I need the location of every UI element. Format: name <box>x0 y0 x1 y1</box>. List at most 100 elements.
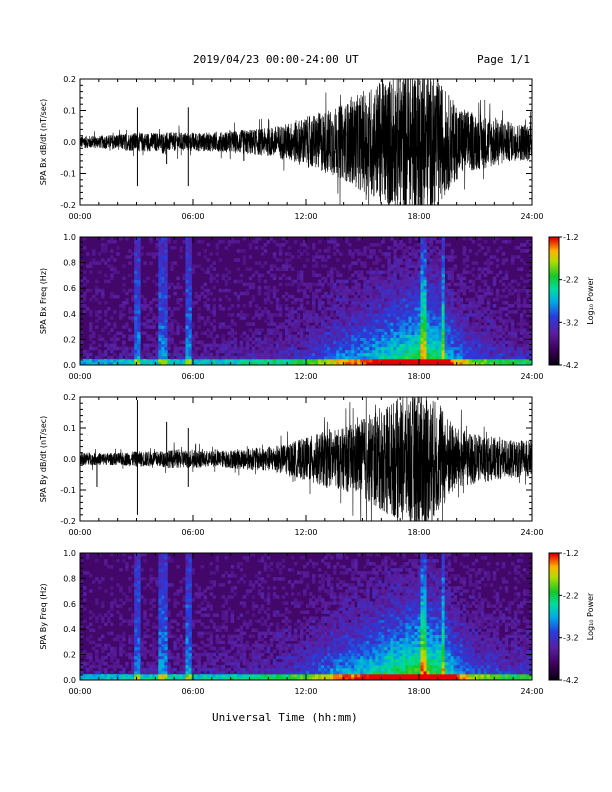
heatmap-cell <box>164 553 168 557</box>
heatmap-cell <box>306 252 310 256</box>
heatmap-cell <box>242 355 247 360</box>
heatmap-cell <box>405 331 409 335</box>
heatmap-cell <box>263 334 268 338</box>
heatmap-cell <box>372 252 376 256</box>
heatmap-cell <box>137 562 141 566</box>
heatmap-cell <box>441 240 446 244</box>
heatmap-cell <box>170 358 174 363</box>
heatmap-cell <box>417 261 421 265</box>
heatmap-cell <box>495 316 500 320</box>
heatmap-cell <box>393 279 397 284</box>
heatmap-cell <box>299 358 304 363</box>
heatmap-cell <box>480 337 485 342</box>
heatmap-cell <box>381 252 385 256</box>
heatmap-cell <box>257 313 262 317</box>
heatmap-cell <box>321 316 325 320</box>
heatmap-cell <box>242 291 247 296</box>
heatmap-cell <box>155 355 159 360</box>
heatmap-cell <box>221 343 226 348</box>
heatmap-cell <box>128 652 132 657</box>
heatmap-cell <box>408 291 412 296</box>
heatmap-cell <box>128 307 132 311</box>
heatmap-cell <box>375 307 379 311</box>
heatmap-cell <box>161 258 165 262</box>
heatmap-cell <box>296 337 301 342</box>
heatmap-cell <box>339 349 343 354</box>
heatmap-cell <box>333 343 337 348</box>
heatmap-cell <box>339 316 343 320</box>
heatmap-cell <box>158 673 162 678</box>
heatmap-cell <box>351 349 355 354</box>
heatmap-cell <box>290 267 295 271</box>
heatmap-cell <box>269 349 274 354</box>
heatmap-cell <box>372 316 376 320</box>
heatmap-cell <box>167 285 171 290</box>
heatmap-cell <box>137 301 141 305</box>
heatmap-cell <box>146 667 150 672</box>
heatmap-cell <box>281 267 286 271</box>
heatmap-cell <box>104 655 108 660</box>
heatmap-cell <box>137 294 141 299</box>
heatmap-cell <box>339 355 343 360</box>
heatmap-cell <box>411 279 415 284</box>
heatmap-cell <box>89 288 93 293</box>
heatmap-cell <box>477 301 482 305</box>
heatmap-cell <box>158 634 162 639</box>
heatmap-cell <box>327 334 331 338</box>
heatmap-cell <box>167 670 171 675</box>
heatmap-cell <box>185 565 189 569</box>
heatmap-cell <box>438 307 442 311</box>
heatmap-cell <box>119 331 123 335</box>
heatmap-cell <box>275 307 280 311</box>
heatmap-cell <box>257 316 262 320</box>
heatmap-cell <box>224 288 229 293</box>
heatmap-cell <box>125 322 129 326</box>
heatmap-cell <box>158 598 162 602</box>
heatmap-cell <box>363 340 367 345</box>
heatmap-cell <box>423 328 427 332</box>
heatmap-cell <box>272 240 277 244</box>
heatmap-cell <box>119 649 123 654</box>
heatmap-cell <box>426 270 430 274</box>
heatmap-cell <box>248 276 253 281</box>
heatmap-cell <box>420 343 424 348</box>
heatmap-cell <box>188 270 192 274</box>
y-tick-label: 0.1 <box>63 107 76 116</box>
heatmap-cell <box>435 322 439 326</box>
heatmap-cell <box>137 670 141 675</box>
heatmap-cell <box>477 273 482 278</box>
heatmap-cell <box>429 276 433 281</box>
heatmap-cell <box>348 243 352 247</box>
heatmap-cell <box>318 288 322 293</box>
heatmap-cell <box>185 276 189 281</box>
heatmap-cell <box>486 337 491 342</box>
heatmap-cell <box>215 358 220 363</box>
heatmap-cell <box>137 640 141 645</box>
heatmap-cell <box>167 307 171 311</box>
heatmap-cell <box>321 264 325 268</box>
heatmap-cell <box>155 361 159 365</box>
heatmap-cell <box>492 282 497 287</box>
heatmap-cell <box>327 337 331 342</box>
heatmap-cell <box>182 652 186 657</box>
heatmap-cell <box>414 264 418 268</box>
heatmap-cell <box>438 325 442 329</box>
heatmap-cell <box>164 571 168 575</box>
heatmap-cell <box>137 634 141 639</box>
heatmap-cell <box>185 322 189 326</box>
heatmap-cell <box>423 297 427 302</box>
heatmap-cell <box>266 331 271 335</box>
heatmap-cell <box>161 622 165 626</box>
heatmap-cell <box>351 334 355 338</box>
heatmap-cell <box>95 559 99 563</box>
heatmap-cell <box>456 340 461 345</box>
heatmap-cell <box>197 595 201 599</box>
heatmap-cell <box>125 361 129 365</box>
heatmap-cell <box>185 649 189 654</box>
heatmap-cell <box>107 643 111 648</box>
heatmap-cell <box>426 273 430 278</box>
heatmap-cell <box>176 640 180 645</box>
heatmap-cell <box>450 252 455 256</box>
heatmap-cell <box>245 355 250 360</box>
heatmap-cell <box>396 361 400 365</box>
